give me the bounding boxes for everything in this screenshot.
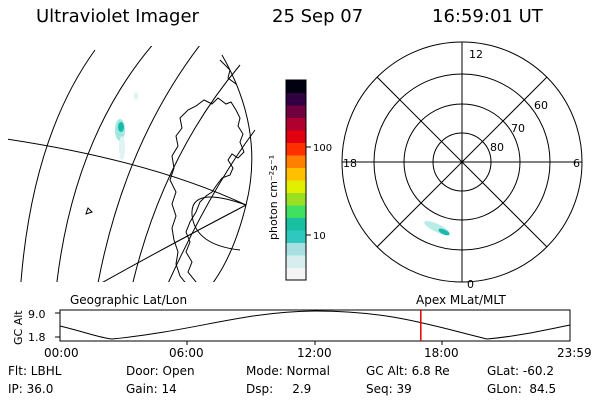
mlat-label-70: 70 (511, 122, 525, 135)
altitude-ytick: 9.0 (28, 308, 46, 321)
colorbar-segment (286, 155, 306, 168)
gain-value: Gain: 14 (126, 382, 177, 396)
latitude-line (8, 138, 247, 206)
colorbar-segment (286, 142, 306, 156)
colorbar-segment (286, 192, 306, 206)
altitude-ylabel: GC Alt (12, 310, 25, 345)
coastline (169, 97, 245, 282)
latitude-line (102, 204, 247, 282)
colorbar-tick: 10 (313, 231, 326, 242)
gc-alt-value: GC Alt: 6.8 Re (366, 364, 450, 378)
time-tick: 00:00 (44, 346, 79, 360)
time-label: 16:59:01 UT (432, 6, 543, 27)
colorbar-segment (286, 130, 306, 143)
aurora-emission (134, 92, 138, 100)
time-tick: 06:00 (169, 346, 204, 360)
latitude-line (191, 196, 247, 251)
polar-plot (341, 41, 583, 283)
date-label: 25 Sep 07 (272, 6, 364, 27)
meridian-line (168, 129, 256, 282)
colorbar-label: photon cm⁻²s⁻¹ (267, 155, 280, 240)
mlt-label-12: 12 (469, 48, 483, 61)
colorbar-tick: 100 (313, 143, 332, 154)
time-tick: 23:59 (557, 346, 592, 360)
meridian-line (132, 64, 241, 282)
mlt-label-18: 18 (343, 157, 357, 170)
mlt-label-0: 0 (467, 278, 474, 291)
mode-value: Mode: Normal (246, 364, 330, 378)
colorbar-segment (286, 180, 306, 193)
dsp-value: Dsp: 2.9 (246, 382, 312, 396)
ip-value: IP: 36.0 (8, 382, 54, 396)
time-tick: 12:00 (297, 346, 332, 360)
colorbar-segment (286, 255, 306, 268)
instrument-title: Ultraviolet Imager (36, 6, 199, 27)
aurora-emission (118, 122, 124, 132)
door-value: Door: Open (126, 364, 195, 378)
mlt-label-6: 6 (573, 157, 580, 170)
aurora-emission (438, 228, 450, 236)
colorbar-segment (286, 167, 306, 181)
altitude-plot: GC Alt 9.0 1.8 (12, 308, 571, 345)
orbit-altitude-curve (59, 310, 571, 340)
colorbar-segment (286, 105, 306, 118)
colorbar-segment (286, 242, 306, 256)
colorbar-segment (286, 205, 306, 218)
latitude-line (212, 54, 253, 282)
meridian-line (20, 49, 96, 282)
meridian-line (56, 46, 153, 282)
apex-label: Apex MLat/MLT (416, 293, 506, 307)
time-tick: 18:00 (424, 346, 459, 360)
mlat-label-60: 60 (534, 99, 548, 112)
meridian-line (97, 46, 200, 282)
colorbar-segment (286, 117, 306, 131)
aurora-emission (119, 136, 125, 160)
coastline (85, 207, 93, 215)
glat-value: GLat: -60.2 (487, 364, 554, 378)
colorbar-segment (286, 217, 306, 231)
colorbar: 100 10 photon cm⁻²s⁻¹ (267, 79, 332, 281)
colorbar-segment (286, 230, 306, 243)
filter-value: Flt: LBHL (8, 364, 62, 378)
colorbar-segment (286, 267, 306, 281)
altitude-ytick: 1.8 (28, 331, 46, 344)
geographic-map (8, 46, 256, 282)
polar-labels: 12 18 6 0 60 70 80 (343, 48, 580, 291)
glon-value: GLon: 84.5 (487, 382, 557, 396)
seq-value: Seq: 39 (366, 382, 412, 396)
geographic-label: Geographic Lat/Lon (70, 293, 188, 307)
colorbar-segment (286, 92, 306, 106)
coastline (219, 59, 237, 85)
mlat-label-80: 80 (490, 141, 504, 154)
colorbar-segment (286, 80, 306, 93)
